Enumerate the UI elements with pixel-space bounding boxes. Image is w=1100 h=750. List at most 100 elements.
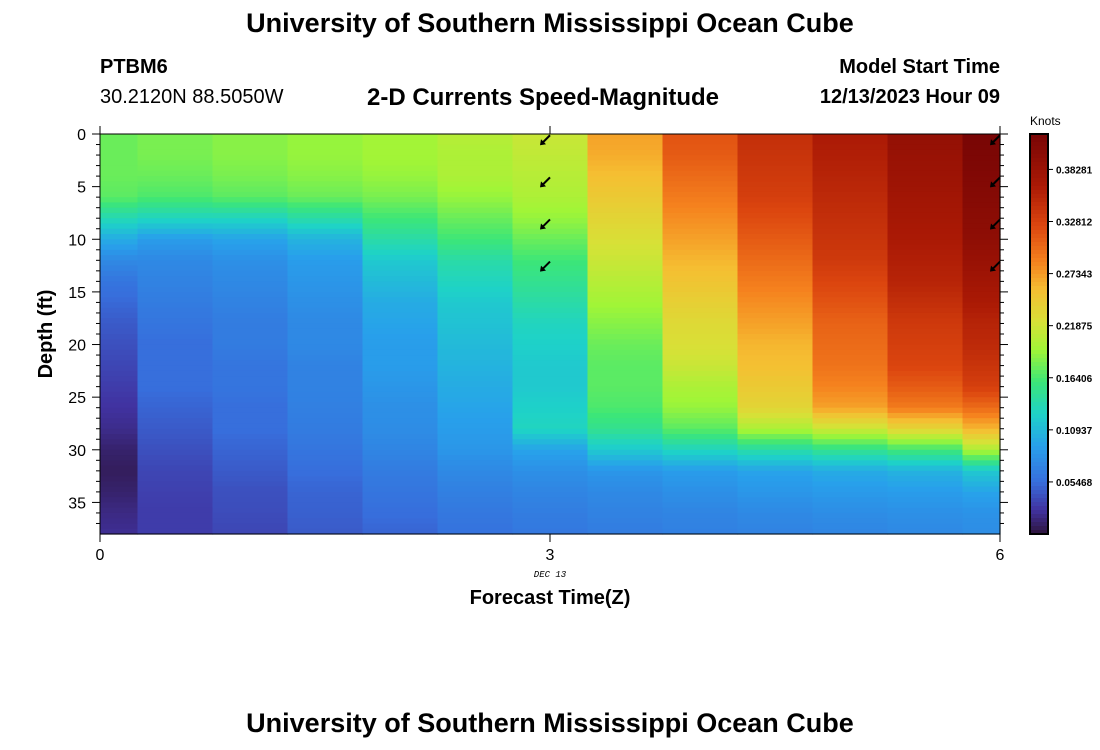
colorbar-segment [1030,214,1048,219]
heatmap-cell [587,302,664,309]
heatmap-cell [887,260,964,267]
heatmap-cell [887,328,964,335]
heatmap-cell [512,202,589,209]
heatmap-cell [962,444,1001,451]
heatmap-cell [437,334,514,340]
colorbar-segment [1030,278,1048,283]
heatmap-cell [662,360,739,367]
heatmap-cell [962,302,1001,309]
heatmap-cell [962,249,1001,256]
heatmap-cell [137,344,214,351]
heatmap-cell [362,212,439,219]
heatmap-cell [512,234,589,240]
heatmap-cell [212,397,289,404]
heatmap-cell [662,260,739,267]
vector-arrow [540,218,551,230]
heatmap-cell [962,407,1001,414]
colorbar-segment [1030,474,1048,479]
heatmap-cell [137,155,214,161]
heatmap-cell [137,355,214,361]
heatmap-cell [962,234,1001,240]
heatmap-cell [737,270,814,277]
heatmap-cell [437,481,514,488]
heatmap-cell [887,391,964,398]
heatmap-cell [512,134,589,140]
heatmap-cell [887,439,964,446]
heatmap-cell [287,191,364,198]
heatmap-cell [287,449,364,456]
heatmap-cell [137,186,214,193]
heatmap-cell [212,297,289,304]
heatmap-cell [100,276,139,282]
colorbar-segment [1030,410,1048,415]
heatmap-cell [362,144,439,151]
heatmap-cell [812,444,889,451]
heatmap-cell [737,191,814,198]
heatmap-cell [587,260,664,267]
heatmap-cell [137,228,214,235]
heatmap-cell [587,312,664,319]
heatmap-cell [662,144,739,151]
heatmap-cell [887,334,964,340]
heatmap-cell [287,318,364,325]
heatmap-cell [812,502,889,509]
heatmap-cell [512,270,589,277]
heatmap-cell [737,234,814,240]
heatmap-cell [437,507,514,514]
heatmap-cell [662,339,739,346]
heatmap-cell [362,265,439,272]
heatmap-cell [887,476,964,482]
heatmap-cell [812,270,889,277]
heatmap-cell [662,344,739,351]
heatmap-cell [887,386,964,393]
heatmap-cell [587,276,664,282]
heatmap-cell [362,470,439,477]
heatmap-cell [362,449,439,456]
heatmap-cell [812,381,889,388]
heatmap-cell [137,239,214,246]
heatmap-cell [287,291,364,298]
heatmap-cell [100,170,139,177]
heatmap-cell [212,265,289,272]
colorbar-segment [1030,366,1048,371]
heatmap-cell [287,260,364,267]
colorbar-tick-label: 0.10937 [1056,426,1093,437]
heatmap-cell [212,344,289,351]
vector-arrow [990,134,1001,146]
heatmap-cell [662,149,739,156]
heatmap-cell [512,307,589,314]
heatmap-cell [212,307,289,314]
heatmap-cell [737,323,814,330]
heatmap-cell [737,381,814,388]
colorbar-segment [1030,166,1048,171]
heatmap-cell [887,402,964,409]
heatmap-cell [437,312,514,319]
colorbar-segment [1030,314,1048,319]
colorbar-segment [1030,458,1048,463]
heatmap-cell [737,370,814,377]
heatmap-cell [212,507,289,514]
heatmap-cell [962,434,1001,440]
heatmap-cell [512,186,589,193]
heatmap-cell [512,197,589,204]
heatmap-cell [212,491,289,498]
station-coordinates: 30.2120N 88.5050W [100,86,284,108]
heatmap-cell [212,349,289,356]
colorbar-segment [1030,350,1048,355]
heatmap-cell [287,202,364,209]
heatmap-cell [287,165,364,172]
heatmap-cell [512,439,589,446]
heatmap-cell [587,460,664,467]
heatmap-cell [887,202,964,209]
heatmap-cell [587,328,664,335]
colorbar-segment [1030,358,1048,363]
colorbar-segment [1030,486,1048,491]
heatmap-cell [737,428,814,435]
heatmap-cell [812,428,889,435]
heatmap-cell [287,170,364,177]
heatmap-cell [287,360,364,367]
heatmap-cell [587,207,664,214]
heatmap-cell [212,528,289,535]
colorbar-segment [1030,434,1048,439]
heatmap-cell [737,486,814,493]
